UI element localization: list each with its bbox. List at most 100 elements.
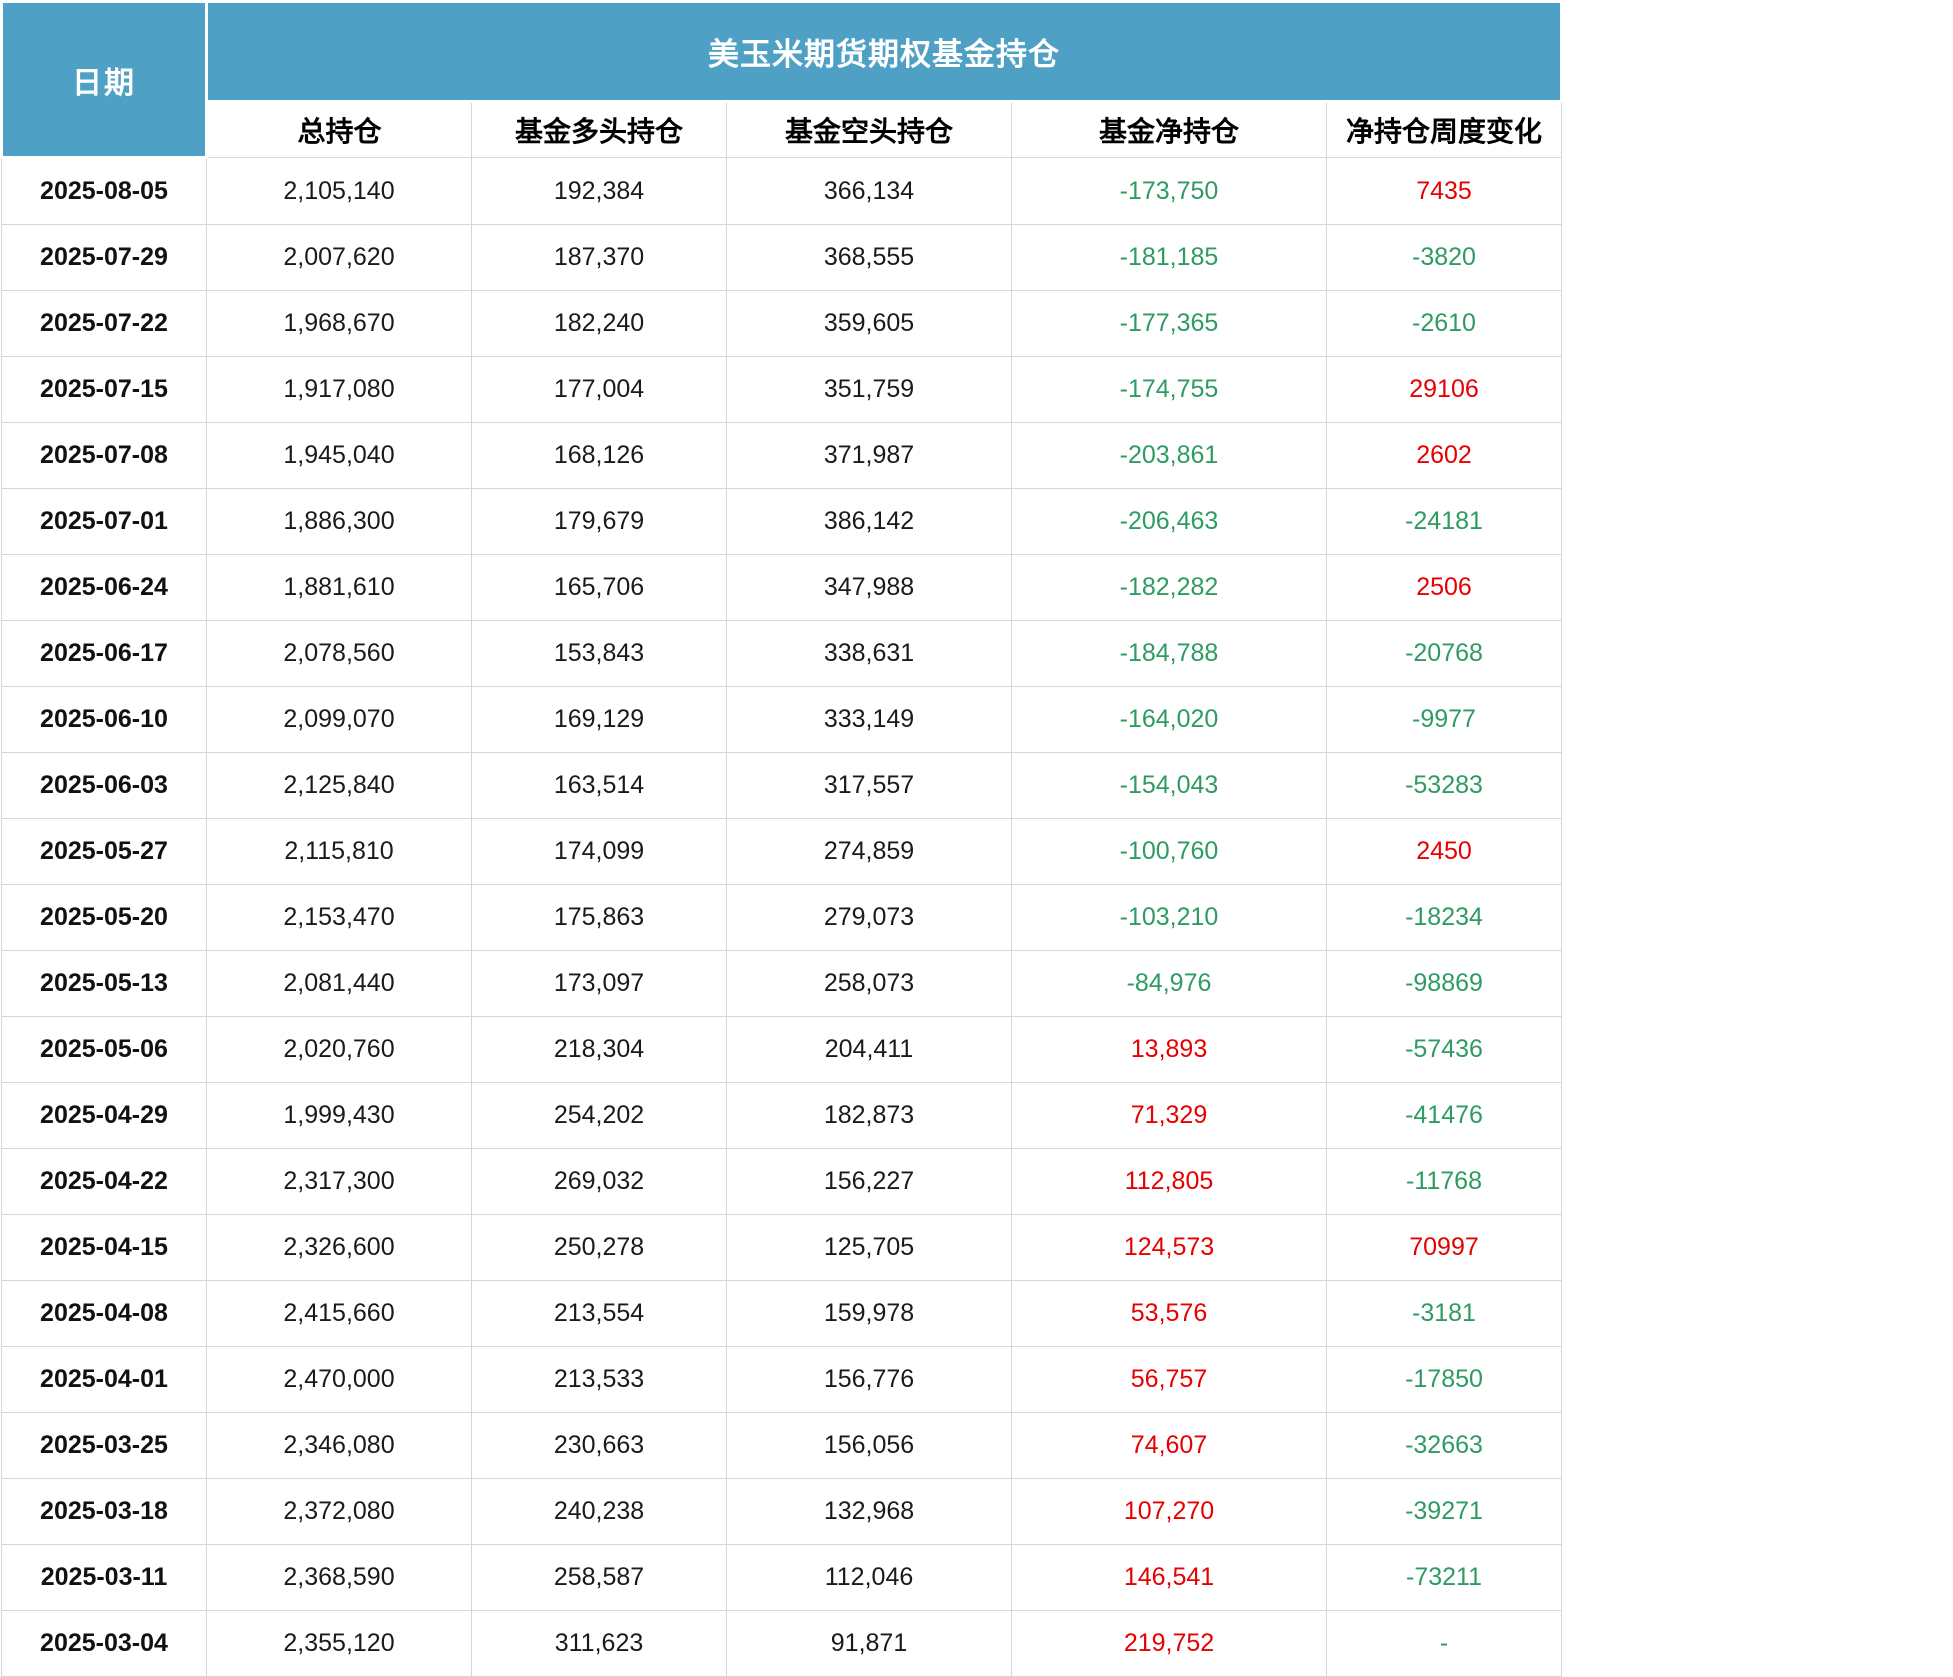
positions-table: 日期 美玉米期货期权基金持仓 总持仓 基金多头持仓 基金空头持仓 基金净持仓 净… [0, 0, 1563, 1677]
table-row: 2025-08-05 2,105,140 192,384 366,134 -17… [1, 157, 1562, 225]
total-oi-cell: 2,078,560 [206, 620, 472, 687]
fund-net-cell: -184,788 [1011, 620, 1327, 687]
total-oi-cell: 2,368,590 [206, 1544, 472, 1611]
weekly-change-cell: 2602 [1326, 422, 1562, 489]
table-row: 2025-05-20 2,153,470 175,863 279,073 -10… [1, 884, 1562, 951]
total-oi-cell: 2,372,080 [206, 1478, 472, 1545]
date-cell: 2025-04-01 [1, 1346, 207, 1413]
date-cell: 2025-06-10 [1, 686, 207, 753]
date-cell: 2025-04-15 [1, 1214, 207, 1281]
fund-short-cell: 274,859 [726, 818, 1012, 885]
date-cell: 2025-06-03 [1, 752, 207, 819]
col-header-fund-net: 基金净持仓 [1011, 100, 1327, 158]
weekly-change-cell: -98869 [1326, 950, 1562, 1017]
total-oi-cell: 2,105,140 [206, 157, 472, 225]
fund-net-cell: 146,541 [1011, 1544, 1327, 1611]
weekly-change-cell: 70997 [1326, 1214, 1562, 1281]
fund-net-cell: 74,607 [1011, 1412, 1327, 1479]
table-body: 2025-08-05 2,105,140 192,384 366,134 -17… [1, 157, 1562, 1677]
total-oi-cell: 1,945,040 [206, 422, 472, 489]
date-cell: 2025-04-08 [1, 1280, 207, 1347]
fund-short-cell: 351,759 [726, 356, 1012, 423]
fund-net-cell: 107,270 [1011, 1478, 1327, 1545]
fund-net-cell: 13,893 [1011, 1016, 1327, 1083]
fund-net-cell: -181,185 [1011, 224, 1327, 291]
col-header-fund-long: 基金多头持仓 [471, 100, 727, 158]
fund-short-cell: 359,605 [726, 290, 1012, 357]
total-oi-cell: 2,153,470 [206, 884, 472, 951]
column-header-row: 总持仓 基金多头持仓 基金空头持仓 基金净持仓 净持仓周度变化 [2, 100, 1562, 158]
fund-long-cell: 250,278 [471, 1214, 727, 1281]
fund-long-cell: 269,032 [471, 1148, 727, 1215]
table-row: 2025-06-03 2,125,840 163,514 317,557 -15… [1, 752, 1562, 819]
weekly-change-cell: -32663 [1326, 1412, 1562, 1479]
fund-net-cell: 71,329 [1011, 1082, 1327, 1149]
weekly-change-cell: -57436 [1326, 1016, 1562, 1083]
table-row: 2025-04-08 2,415,660 213,554 159,978 53,… [1, 1280, 1562, 1347]
fund-short-cell: 112,046 [726, 1544, 1012, 1611]
date-cell: 2025-05-06 [1, 1016, 207, 1083]
fund-long-cell: 169,129 [471, 686, 727, 753]
date-cell: 2025-05-13 [1, 950, 207, 1017]
weekly-change-cell: -41476 [1326, 1082, 1562, 1149]
fund-long-cell: 174,099 [471, 818, 727, 885]
title-row: 日期 美玉米期货期权基金持仓 [0, 0, 1563, 159]
fund-short-cell: 347,988 [726, 554, 1012, 621]
fund-short-cell: 366,134 [726, 157, 1012, 225]
weekly-change-cell: -20768 [1326, 620, 1562, 687]
date-cell: 2025-04-22 [1, 1148, 207, 1215]
weekly-change-cell: 7435 [1326, 157, 1562, 225]
date-cell: 2025-05-20 [1, 884, 207, 951]
fund-net-cell: -84,976 [1011, 950, 1327, 1017]
fund-short-cell: 279,073 [726, 884, 1012, 951]
fund-short-cell: 371,987 [726, 422, 1012, 489]
fund-long-cell: 240,238 [471, 1478, 727, 1545]
total-oi-cell: 2,020,760 [206, 1016, 472, 1083]
date-cell: 2025-03-04 [1, 1610, 207, 1677]
weekly-change-cell: -24181 [1326, 488, 1562, 555]
table-row: 2025-06-10 2,099,070 169,129 333,149 -16… [1, 686, 1562, 753]
table-row: 2025-06-17 2,078,560 153,843 338,631 -18… [1, 620, 1562, 687]
fund-short-cell: 159,978 [726, 1280, 1012, 1347]
fund-short-cell: 333,149 [726, 686, 1012, 753]
fund-long-cell: 311,623 [471, 1610, 727, 1677]
date-cell: 2025-03-11 [1, 1544, 207, 1611]
fund-net-cell: -103,210 [1011, 884, 1327, 951]
fund-net-cell: -177,365 [1011, 290, 1327, 357]
table-row: 2025-05-06 2,020,760 218,304 204,411 13,… [1, 1016, 1562, 1083]
total-oi-cell: 1,999,430 [206, 1082, 472, 1149]
weekly-change-cell: -3820 [1326, 224, 1562, 291]
table-row: 2025-05-27 2,115,810 174,099 274,859 -10… [1, 818, 1562, 885]
total-oi-cell: 2,346,080 [206, 1412, 472, 1479]
col-header-weekly-change: 净持仓周度变化 [1326, 100, 1562, 158]
date-cell: 2025-03-18 [1, 1478, 207, 1545]
weekly-change-cell: -39271 [1326, 1478, 1562, 1545]
fund-long-cell: 173,097 [471, 950, 727, 1017]
total-oi-cell: 2,415,660 [206, 1280, 472, 1347]
col-header-total-oi: 总持仓 [206, 100, 472, 158]
fund-long-cell: 230,663 [471, 1412, 727, 1479]
fund-short-cell: 156,776 [726, 1346, 1012, 1413]
date-cell: 2025-07-15 [1, 356, 207, 423]
fund-long-cell: 153,843 [471, 620, 727, 687]
weekly-change-cell: -9977 [1326, 686, 1562, 753]
table-row: 2025-07-08 1,945,040 168,126 371,987 -20… [1, 422, 1562, 489]
table-row: 2025-07-22 1,968,670 182,240 359,605 -17… [1, 290, 1562, 357]
date-cell: 2025-06-17 [1, 620, 207, 687]
fund-net-cell: -100,760 [1011, 818, 1327, 885]
weekly-change-cell: - [1326, 1610, 1562, 1677]
total-oi-cell: 2,081,440 [206, 950, 472, 1017]
fund-short-cell: 317,557 [726, 752, 1012, 819]
weekly-change-cell: -17850 [1326, 1346, 1562, 1413]
date-cell: 2025-07-01 [1, 488, 207, 555]
fund-long-cell: 187,370 [471, 224, 727, 291]
table-row: 2025-03-18 2,372,080 240,238 132,968 107… [1, 1478, 1562, 1545]
fund-short-cell: 386,142 [726, 488, 1012, 555]
table-row: 2025-04-29 1,999,430 254,202 182,873 71,… [1, 1082, 1562, 1149]
positions-table-wrapper: 日期 美玉米期货期权基金持仓 总持仓 基金多头持仓 基金空头持仓 基金净持仓 净… [0, 0, 1563, 1677]
fund-net-cell: 56,757 [1011, 1346, 1327, 1413]
date-column-header: 日期 [0, 0, 208, 159]
fund-net-cell: 124,573 [1011, 1214, 1327, 1281]
fund-long-cell: 168,126 [471, 422, 727, 489]
fund-short-cell: 156,227 [726, 1148, 1012, 1215]
